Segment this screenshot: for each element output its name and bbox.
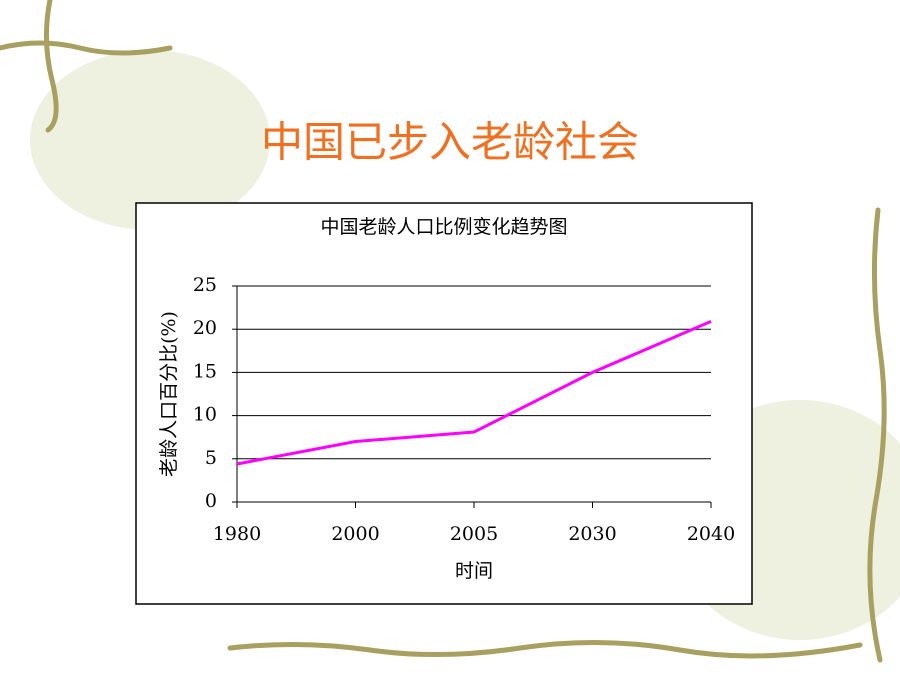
x-tick-label: 1980 — [213, 523, 261, 545]
y-tick-label: 0 — [205, 490, 217, 512]
y-tick-label: 20 — [193, 317, 217, 339]
slide-title: 中国已步入老龄社会 — [261, 118, 639, 167]
x-axis-label: 时间 — [455, 560, 493, 582]
x-tick-label: 2005 — [450, 523, 498, 545]
x-tick-label: 2030 — [568, 523, 616, 545]
y-tick-label: 15 — [193, 360, 217, 382]
plot: 0 5 10 15 20 25 1980 2000 2005 2030 2040 — [193, 274, 735, 545]
y-tick-label: 5 — [205, 447, 217, 469]
y-tick-label: 25 — [193, 274, 217, 296]
x-tick-label: 2000 — [331, 523, 379, 545]
y-tick-label: 10 — [193, 404, 217, 426]
x-tick-label: 2040 — [687, 523, 735, 545]
chart-frame — [135, 202, 753, 605]
data-line — [236, 320, 712, 466]
chart-title: 中国老龄人口比例变化趋势图 — [320, 216, 567, 238]
y-axis-label: 老龄人口百分比(%) — [158, 311, 180, 477]
